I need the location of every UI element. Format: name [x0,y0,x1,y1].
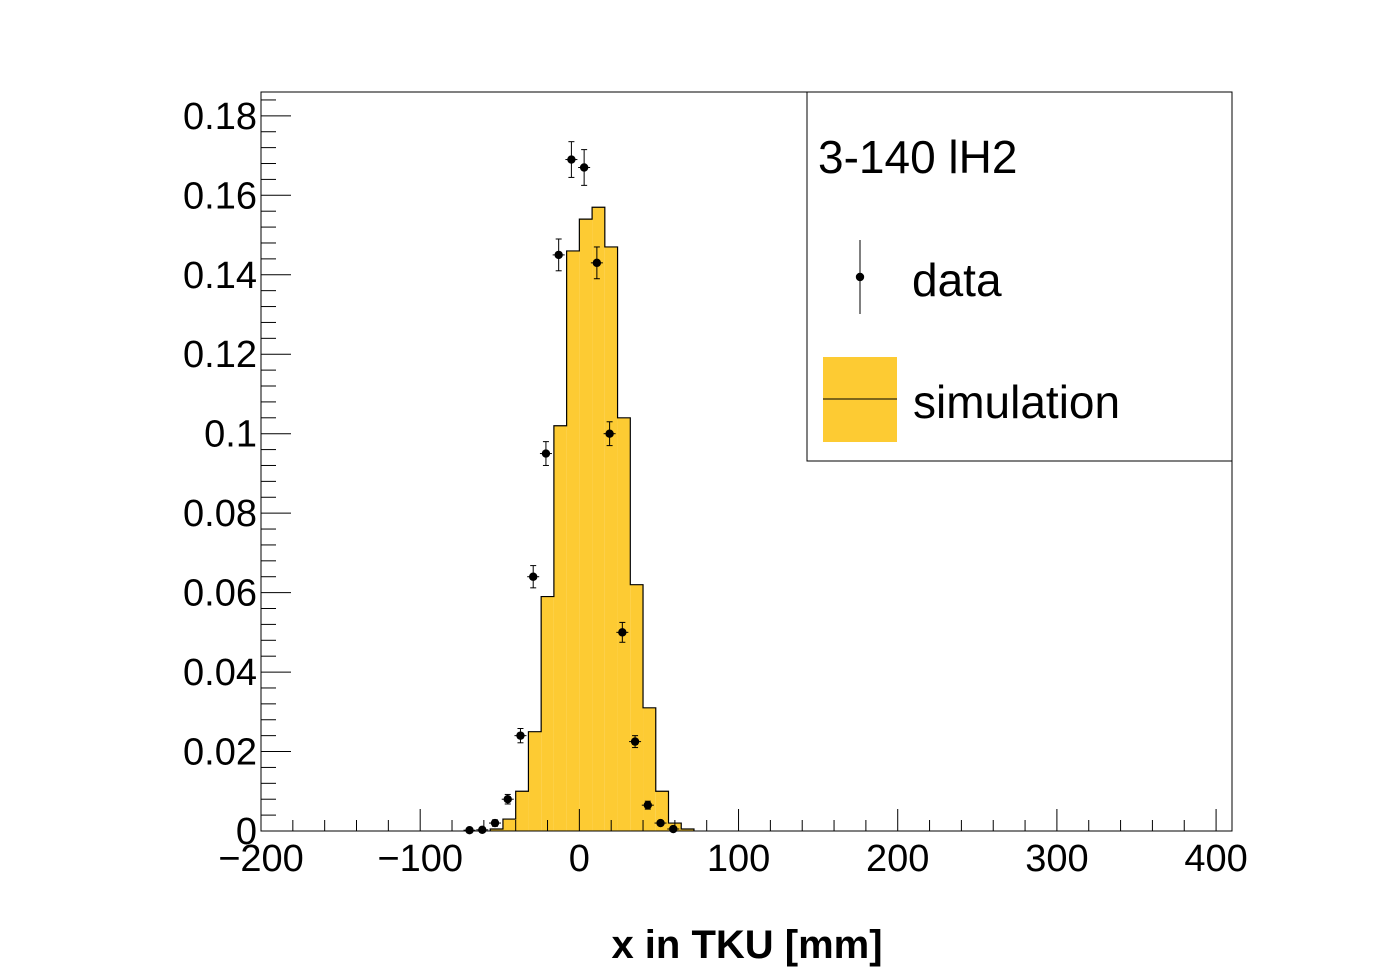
simulation-bin [528,731,542,831]
legend-simulation-marker [823,357,897,442]
data-point [514,727,527,744]
x-tick-label: 300 [1025,838,1088,880]
data-point [629,735,642,749]
y-tick-label: 0.04 [183,652,257,694]
legend-header: 3-140 lH2 [818,131,1017,183]
legend-simulation-label: simulation [913,376,1120,428]
legend-data-label: data [912,254,1002,306]
x-tick-label: −200 [218,838,304,880]
simulation-bin [592,207,605,831]
simulation-bin [553,425,567,831]
y-tick-label: 0.18 [183,96,257,138]
simulation-outline [489,206,695,831]
x-axis: −200 −100 0 100 200 300 400 [218,809,1248,880]
simulation-bin [579,219,593,832]
data-point [552,238,565,272]
data-point [476,825,489,835]
data-point [616,621,629,643]
simulation-bin [630,584,644,831]
x-axis-title: x in TKU [mm] [611,923,882,967]
data-point [527,565,540,589]
simulation-bin [604,246,618,832]
y-tick-label: 0.06 [183,573,257,615]
legend-data-marker [855,240,865,314]
x-tick-label: 0 [569,838,590,880]
simulation-bin [617,417,631,831]
y-tick-label: 0.16 [183,175,257,217]
data-point [488,818,501,828]
data-point [590,246,603,280]
simulation-bin [681,829,694,831]
simulation-histogram [489,206,695,832]
simulation-bin [515,791,529,831]
x-tick-label: 100 [707,838,770,880]
simulation-bin [490,829,503,831]
y-tick-label: 0.1 [204,414,257,456]
y-tick-label: 0 [236,811,257,853]
legend: 3-140 lH2 data simulation [806,91,1233,462]
data-point [539,441,552,466]
data-point [501,793,514,805]
data-point [654,818,667,828]
data-point [641,800,654,810]
simulation-bin [566,250,580,831]
simulation-bin [643,707,656,831]
x-tick-label: 200 [866,838,929,880]
y-tick-label: 0.08 [183,493,257,535]
y-axis: 0 0.02 0.04 0.06 0.08 0.1 0.12 0.14 0.16 0.18 [183,96,291,853]
data-point [565,141,578,178]
x-tick-label: −100 [377,838,463,880]
y-tick-label: 0.02 [183,732,257,774]
data-points [463,141,680,835]
x-tick-label: 400 [1184,838,1247,880]
simulation-bin [541,596,554,831]
data-point [578,149,591,186]
y-tick-label: 0.14 [183,255,257,297]
simulation-bin [502,819,516,831]
data-point [463,826,476,835]
y-tick-label: 0.12 [183,334,257,376]
data-point [603,421,616,447]
